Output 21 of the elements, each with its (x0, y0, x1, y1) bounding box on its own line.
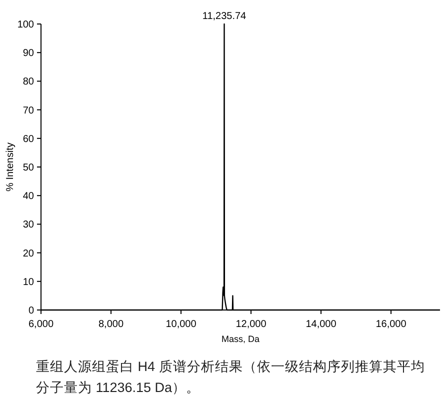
y-tick-label: 70 (22, 105, 34, 116)
x-tick-label: 10,000 (166, 319, 197, 330)
annotation: 11,235.74 (202, 11, 247, 22)
x-tick-label: 8,000 (98, 319, 124, 330)
y-tick-label: 50 (22, 162, 34, 174)
y-tick-label: 0 (28, 306, 34, 316)
y-tick-label: 40 (22, 191, 34, 202)
text: 重组人源组蛋白 H4 质谱分析结果（依一级结构序列推算其平均分子量为 11236.15 Da）。 (36, 358, 426, 397)
y-tick-label: 20 (22, 248, 34, 260)
y-tick-label: 100 (17, 20, 34, 30)
x-tick-label: 14,000 (306, 319, 337, 330)
x-tick-label: 12,000 (236, 319, 267, 330)
y-tick-label: 80 (22, 76, 34, 88)
y-tick-label: 90 (22, 48, 34, 60)
y-tick-label: 10 (22, 276, 34, 288)
y-tick-label: 30 (22, 220, 34, 231)
x-axis-title: Mass, Da (221, 334, 260, 344)
y-tick-label: 60 (22, 134, 34, 145)
x-tick-label: 16,000 (376, 319, 407, 330)
y-axis-title: % Intensity (5, 142, 16, 192)
x-tick-label: 6,000 (28, 319, 54, 330)
